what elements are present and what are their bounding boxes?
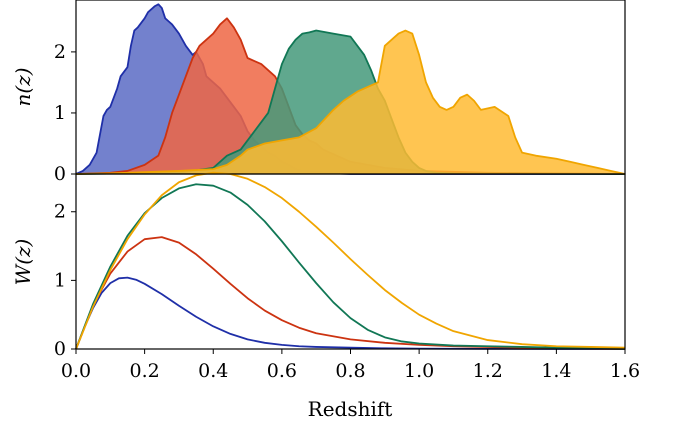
bottom-y-axis-label: W(z) bbox=[11, 239, 35, 286]
xtick-label-7: 1.4 bbox=[541, 360, 571, 382]
bottom-series-1-line bbox=[75, 236, 626, 350]
bottom-series-2-line bbox=[75, 183, 626, 350]
xtick-label-4: 0.8 bbox=[335, 360, 365, 382]
top-series-1-area bbox=[76, 18, 625, 174]
bottom-series-0-line bbox=[75, 276, 626, 350]
top-panel-nz: 0 1 2 bbox=[54, 0, 626, 185]
bottom-series-3-line bbox=[75, 171, 626, 350]
top-ytick-label-0: 0 bbox=[54, 163, 66, 185]
top-series-3-area bbox=[76, 30, 625, 175]
xtick-label-8: 1.6 bbox=[610, 360, 640, 382]
top-ytick-label-1: 1 bbox=[54, 102, 66, 124]
bottom-ytick-label-2: 2 bbox=[54, 201, 66, 223]
top-series-3-line bbox=[75, 29, 626, 175]
x-axis-label: Redshift bbox=[308, 397, 393, 421]
top-y-axis-label: n(z) bbox=[11, 67, 35, 106]
xtick-label-5: 1.0 bbox=[404, 360, 434, 382]
bottom-ytick-label-1: 1 bbox=[54, 269, 66, 291]
xtick-label-1: 0.2 bbox=[130, 360, 160, 382]
bottom-ytick-label-0: 0 bbox=[54, 338, 66, 360]
bottom-panel-wz: 0 1 2 0.0 0.2 0.4 0.6 0.8 1.0 1.2 1.4 1.6 bbox=[54, 171, 640, 382]
xtick-label-2: 0.4 bbox=[198, 360, 228, 382]
xtick-label-0: 0.0 bbox=[61, 360, 91, 382]
xtick-label-3: 0.6 bbox=[267, 360, 297, 382]
top-ytick-label-2: 2 bbox=[54, 41, 66, 63]
xtick-label-6: 1.2 bbox=[473, 360, 503, 382]
